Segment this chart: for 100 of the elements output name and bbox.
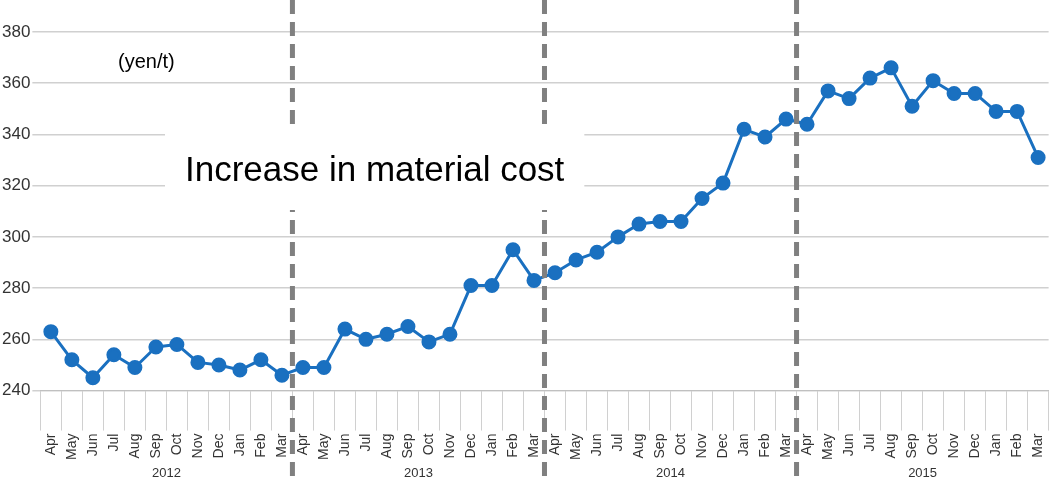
point (190, 354, 206, 370)
point (274, 367, 290, 383)
x-tick-label: Jan (986, 433, 1003, 457)
y-tick-label: 360 (1, 72, 31, 92)
y-tick-label: 320 (1, 175, 31, 195)
point (316, 360, 332, 375)
x-tick-label: Jul (860, 433, 877, 452)
point (673, 214, 689, 230)
x-tick-label: Jun (839, 433, 856, 457)
point (988, 103, 1004, 119)
annotation: Increase in material cost (185, 148, 565, 188)
point (694, 190, 710, 206)
annotation: (yen/t) (118, 49, 175, 72)
x-tick-label: Sep (146, 433, 163, 459)
x-tick-label: Nov (944, 433, 961, 459)
point (778, 111, 794, 127)
text: 2013 (403, 464, 433, 480)
point (232, 362, 248, 378)
point (883, 60, 899, 76)
point (547, 265, 563, 281)
x-tick-label: Mar (272, 433, 289, 458)
point (85, 370, 101, 386)
point (211, 357, 227, 373)
point (967, 85, 983, 101)
y-tick-label: 280 (1, 277, 31, 297)
point (358, 331, 374, 347)
point (526, 272, 542, 288)
text: 2015 (908, 464, 938, 480)
point (736, 121, 752, 137)
point (1030, 149, 1046, 165)
point (337, 321, 353, 337)
x-tick-label: Feb (503, 433, 520, 458)
point (169, 336, 185, 352)
x-tick-label: Apr (797, 433, 814, 456)
point (484, 278, 500, 294)
point (127, 360, 143, 375)
point (43, 324, 59, 340)
x-tick-label: Aug (377, 433, 394, 459)
point (442, 326, 458, 342)
x-tick-label: May (314, 433, 331, 460)
x-tick-label: Jan (482, 433, 499, 457)
point (631, 216, 647, 232)
y-tick-label: 240 (1, 380, 31, 400)
x-tick-label: Apr (545, 433, 562, 456)
y-tick-label: 340 (1, 124, 31, 144)
x-tick-label: Jun (335, 433, 352, 457)
x-tick-label: Feb (251, 433, 268, 458)
point (715, 175, 731, 191)
x-tick-label: Feb (755, 433, 772, 458)
x-tick-label: May (62, 433, 79, 460)
x-tick-label: May (566, 433, 583, 460)
point (400, 319, 416, 335)
point (1009, 103, 1025, 119)
x-tick-label: May (818, 433, 835, 460)
text: 2014 (656, 464, 685, 480)
x-tick-label: Dec (713, 433, 730, 459)
point (925, 73, 941, 89)
point (106, 347, 122, 363)
point (862, 70, 878, 86)
y-tick-label: 260 (1, 329, 31, 349)
x-tick-label: Feb (1007, 433, 1024, 458)
x-tick-label: Apr (41, 433, 58, 456)
x-tick-label: Oct (167, 433, 184, 456)
x-tick-label: Mar (1028, 433, 1045, 458)
x-tick-label: Mar (524, 433, 541, 458)
x-tick-label: Jan (734, 433, 751, 457)
point (421, 334, 437, 350)
x-tick-label: Dec (209, 433, 226, 459)
point (610, 229, 626, 245)
point (820, 83, 836, 99)
x-tick-label: Oct (671, 433, 688, 456)
point (799, 116, 815, 132)
x-tick-label: Nov (440, 433, 457, 459)
x-tick-label: Sep (398, 433, 415, 459)
x-tick-label: Jul (356, 433, 373, 452)
point (64, 352, 80, 368)
point (904, 98, 920, 114)
x-tick-label: Nov (692, 433, 709, 459)
point (253, 352, 269, 368)
point (589, 244, 605, 260)
x-tick-label: Jun (587, 433, 604, 457)
x-tick-label: Aug (125, 433, 142, 459)
point (505, 242, 521, 258)
x-tick-label: Oct (419, 433, 436, 456)
x-tick-label: Apr (293, 433, 310, 456)
x-tick-label: Aug (881, 433, 898, 459)
point (295, 360, 311, 375)
x-tick-label: Oct (923, 433, 940, 456)
point (379, 326, 395, 342)
point (652, 214, 668, 230)
point (757, 129, 773, 145)
x-tick-label: Aug (629, 433, 646, 459)
x-tick-label: Dec (461, 433, 478, 459)
text: 2012 (151, 464, 181, 480)
x-tick-label: Jul (104, 433, 121, 452)
point (463, 278, 479, 294)
point (148, 339, 164, 355)
y-tick-label: 380 (1, 21, 31, 41)
point (568, 252, 584, 268)
x-tick-label: Jan (230, 433, 247, 457)
